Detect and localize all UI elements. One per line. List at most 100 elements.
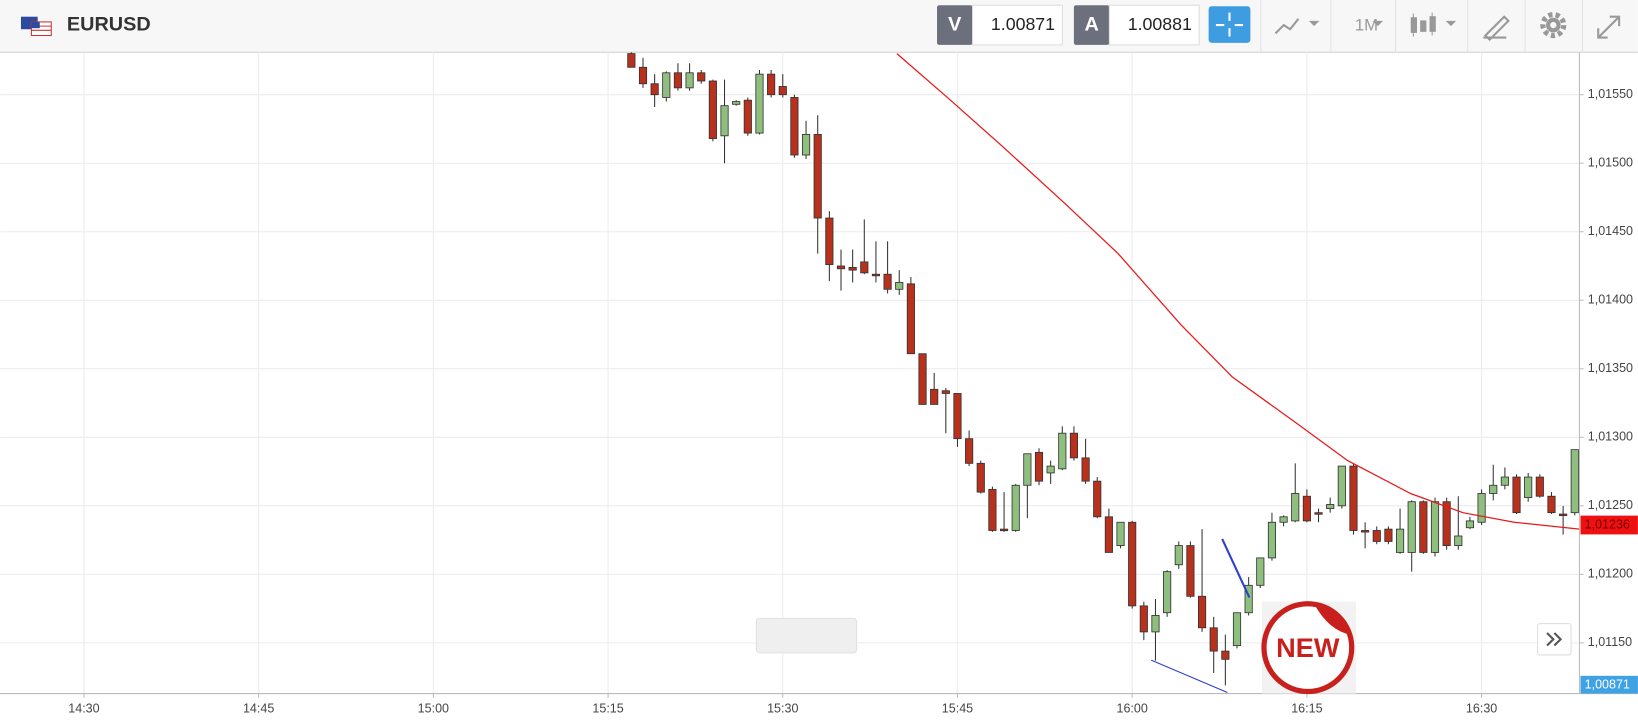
candle-body [801, 134, 811, 156]
candle-body [697, 72, 706, 82]
candle-body [1139, 605, 1148, 633]
candle-body [1477, 493, 1486, 523]
trend-line [1221, 538, 1251, 598]
candle-body [720, 105, 729, 137]
candle-body [825, 217, 834, 266]
candle-body [1489, 484, 1498, 494]
buy-box[interactable] [1108, 4, 1200, 46]
candle-body [1407, 501, 1416, 553]
candle-body [1535, 476, 1544, 497]
candle-body [953, 393, 962, 440]
candle-body [1174, 545, 1183, 566]
candle-body [1559, 513, 1568, 517]
y-tick-label: 1,01450 [1588, 224, 1633, 238]
plot-area [627, 52, 1580, 686]
candle-body [941, 390, 950, 394]
settings-button[interactable] [1540, 12, 1567, 39]
candle-body [1442, 501, 1451, 546]
candle-body [848, 266, 857, 271]
candle-body [650, 83, 659, 96]
buy-label[interactable]: A [1084, 13, 1098, 35]
candle-body [1454, 535, 1463, 546]
buy-button[interactable] [1073, 5, 1110, 45]
candle-body [1314, 512, 1323, 515]
y-tick-label: 1,01350 [1588, 361, 1633, 375]
chart-type-button[interactable] [1274, 18, 1320, 35]
candle-body [918, 353, 927, 405]
candle-body [976, 462, 985, 493]
candle-body [1104, 516, 1113, 553]
candle-body [1395, 528, 1405, 553]
candle-body [1034, 451, 1044, 482]
candle-body [1570, 449, 1579, 514]
trend-line [1150, 659, 1228, 694]
sell-box[interactable] [972, 4, 1063, 46]
toolbar [0, 0, 1638, 53]
candle-body [1116, 521, 1125, 546]
bid-price-label: 1,00871 [1585, 678, 1630, 692]
candle-body [930, 388, 939, 405]
y-tick-label: 1,01250 [1588, 498, 1633, 512]
sell-price[interactable]: 1.00871 [991, 14, 1055, 34]
candle-body [1069, 432, 1079, 459]
candle-body [1128, 521, 1137, 607]
candle-body [1372, 530, 1381, 542]
candle-body [1023, 453, 1032, 486]
crosshair-button[interactable] [1208, 6, 1251, 43]
x-tick-label: 15:30 [767, 702, 798, 716]
flag [20, 16, 52, 37]
candle-body [1058, 432, 1067, 470]
candle-body [988, 488, 997, 531]
candle-body [1081, 457, 1090, 482]
candle-body [743, 99, 752, 134]
candle-body [767, 73, 776, 96]
candle-body [1302, 495, 1311, 522]
candle-body [1500, 476, 1509, 486]
candle-body [813, 134, 822, 219]
axes: 1,01150 1,01200 1,01250 1,01300 1,01350 1,014… [68, 87, 1638, 716]
crosshair-icon [1215, 12, 1244, 37]
candle-body [1197, 595, 1207, 629]
x-tick-label: 15:45 [942, 702, 973, 716]
candle-body [755, 73, 764, 134]
candle-body [836, 265, 846, 270]
candle-body [1547, 495, 1556, 514]
loading-placeholder [755, 617, 858, 654]
new-badge[interactable]: NEW [1261, 601, 1356, 695]
sell-button[interactable] [937, 5, 973, 45]
sell-label[interactable]: V [948, 13, 962, 35]
x-tick-label: 16:15 [1291, 702, 1322, 716]
candle-body [1186, 545, 1195, 597]
candle-body [1279, 516, 1288, 523]
candle-body [673, 72, 683, 89]
candle-body [860, 261, 869, 274]
candle-body [685, 72, 694, 89]
candle-body [1267, 521, 1277, 559]
candle-body [965, 438, 974, 464]
candle-style-button[interactable] [1410, 12, 1457, 37]
candle-body [662, 72, 671, 98]
candle-body [1244, 584, 1253, 614]
candle-body [1349, 465, 1358, 531]
candle-body [1430, 501, 1440, 553]
grid [0, 52, 1580, 694]
moving-average [896, 53, 1580, 530]
timeframe-caret [1372, 20, 1384, 27]
candle-body [1221, 650, 1230, 660]
candle-body [708, 80, 717, 139]
timeframe[interactable]: 1M [1355, 16, 1378, 35]
toolbar-separators [1260, 0, 1584, 53]
buy-price[interactable]: 1.00881 [1128, 14, 1192, 34]
draw-button[interactable] [1483, 15, 1510, 42]
x-tick-label: 14:30 [68, 702, 99, 716]
candle-body [732, 101, 741, 105]
candle-body [895, 282, 904, 290]
x-tick-label: 15:15 [592, 702, 623, 716]
y-tick-label: 1,01500 [1588, 156, 1633, 170]
fullscreen-button[interactable] [1597, 15, 1621, 39]
candle-body [1465, 520, 1475, 529]
candle-body [1326, 504, 1335, 509]
candle-body [1232, 612, 1242, 647]
y-tick-label: 1,01550 [1588, 87, 1633, 101]
